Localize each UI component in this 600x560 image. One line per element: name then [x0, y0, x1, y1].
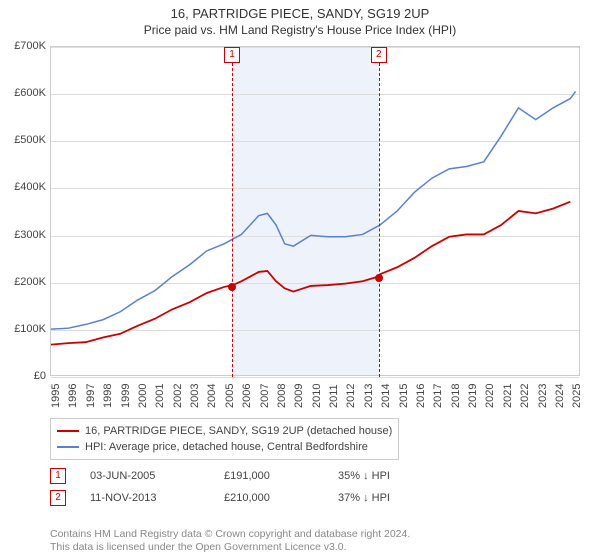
xtick-label: 1997 — [85, 384, 97, 408]
ytick-label: £700K — [2, 40, 46, 52]
chart-legend: 16, PARTRIDGE PIECE, SANDY, SG19 2UP (de… — [50, 418, 399, 460]
sale-note-delta: 37% ↓ HPI — [338, 492, 390, 504]
xtick-label: 2014 — [380, 384, 392, 408]
chart-footnote: Contains HM Land Registry data © Crown c… — [50, 528, 570, 554]
xtick-label: 1995 — [50, 384, 62, 408]
xtick-label: 2016 — [415, 384, 427, 408]
xtick-label: 2010 — [311, 384, 323, 408]
chart-plot-area: 12 — [50, 46, 580, 376]
sale-note-price: £210,000 — [224, 492, 314, 504]
ytick-label: £600K — [2, 87, 46, 99]
legend-swatch — [57, 446, 79, 448]
ytick-label: £300K — [2, 229, 46, 241]
footnote-line1: Contains HM Land Registry data © Crown c… — [50, 528, 570, 541]
xtick-label: 2011 — [328, 384, 340, 408]
xtick-label: 2006 — [241, 384, 253, 408]
sale-marker-line — [379, 63, 380, 377]
xtick-label: 2001 — [154, 384, 166, 408]
xtick-label: 2008 — [276, 384, 288, 408]
xtick-label: 2012 — [345, 384, 357, 408]
xtick-label: 2013 — [363, 384, 375, 408]
legend-label: 16, PARTRIDGE PIECE, SANDY, SG19 2UP (de… — [85, 423, 392, 439]
xtick-label: 2004 — [206, 384, 218, 408]
sale-note-row: 2 11-NOV-2013 £210,000 37% ↓ HPI — [50, 490, 390, 506]
sale-note-date: 03-JUN-2005 — [90, 470, 200, 482]
series-hpi — [51, 92, 576, 330]
sale-marker-dot — [375, 274, 383, 282]
xtick-label: 2021 — [502, 384, 514, 408]
sale-marker-box: 1 — [224, 47, 240, 63]
footnote-line2: This data is licensed under the Open Gov… — [50, 541, 570, 554]
ytick-label: £0 — [2, 370, 46, 382]
sale-note-row: 1 03-JUN-2005 £191,000 35% ↓ HPI — [50, 468, 390, 484]
legend-swatch — [57, 430, 79, 432]
xtick-label: 2024 — [554, 384, 566, 408]
xtick-label: 2000 — [137, 384, 149, 408]
xtick-label: 2005 — [224, 384, 236, 408]
grid-line — [51, 377, 579, 378]
chart-lines — [51, 47, 579, 375]
xtick-label: 2015 — [398, 384, 410, 408]
xtick-label: 2003 — [189, 384, 201, 408]
sale-marker-box: 2 — [371, 47, 387, 63]
ytick-label: £100K — [2, 323, 46, 335]
xtick-label: 1999 — [120, 384, 132, 408]
ytick-label: £200K — [2, 276, 46, 288]
xtick-label: 2007 — [259, 384, 271, 408]
sale-note-price: £191,000 — [224, 470, 314, 482]
ytick-label: £500K — [2, 134, 46, 146]
xtick-label: 2018 — [450, 384, 462, 408]
xtick-label: 2020 — [484, 384, 496, 408]
sale-marker-dot — [228, 283, 236, 291]
xtick-label: 2009 — [293, 384, 305, 408]
xtick-label: 2017 — [432, 384, 444, 408]
sale-note-date: 11-NOV-2013 — [90, 492, 200, 504]
sale-note-marker-box: 2 — [50, 490, 66, 506]
legend-row: 16, PARTRIDGE PIECE, SANDY, SG19 2UP (de… — [57, 423, 392, 439]
chart-title-2: Price paid vs. HM Land Registry's House … — [0, 21, 600, 41]
sale-marker-line — [232, 63, 233, 377]
xtick-label: 1996 — [67, 384, 79, 408]
chart-title-1: 16, PARTRIDGE PIECE, SANDY, SG19 2UP — [0, 0, 600, 21]
xtick-label: 2025 — [571, 384, 583, 408]
series-price_paid — [51, 202, 570, 345]
xtick-label: 2002 — [172, 384, 184, 408]
ytick-label: £400K — [2, 181, 46, 193]
xtick-label: 1998 — [102, 384, 114, 408]
xtick-label: 2023 — [537, 384, 549, 408]
legend-row: HPI: Average price, detached house, Cent… — [57, 439, 392, 455]
xtick-label: 2022 — [519, 384, 531, 408]
sale-note-delta: 35% ↓ HPI — [338, 470, 390, 482]
legend-label: HPI: Average price, detached house, Cent… — [85, 439, 368, 455]
xtick-label: 2019 — [467, 384, 479, 408]
sale-note-marker-box: 1 — [50, 468, 66, 484]
